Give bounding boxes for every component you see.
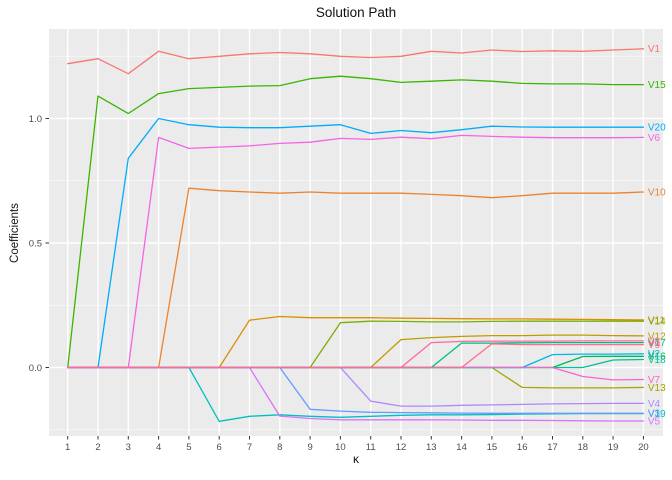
x-tick-label-9: 9 — [307, 442, 312, 453]
series-label-V20: V20 — [648, 123, 666, 134]
series-label-V3: V3 — [648, 409, 661, 420]
x-tick-label-7: 7 — [247, 442, 252, 453]
plot-panel — [49, 29, 663, 436]
y-tick-label-1.0: 1.0 — [29, 114, 42, 125]
series-label-V4: V4 — [648, 399, 661, 410]
series-label-V14: V14 — [648, 317, 666, 328]
x-tick-label-19: 19 — [608, 442, 619, 453]
series-line-V6 — [67, 134, 645, 369]
x-tick-label-2: 2 — [95, 442, 100, 453]
series-label-V17: V17 — [648, 338, 666, 349]
chart-title: Solution Path — [315, 5, 397, 20]
x-tick-label-17: 17 — [547, 442, 558, 453]
series-line-V9 — [67, 343, 645, 369]
x-tick-label-4: 4 — [156, 442, 161, 453]
x-tick-label-12: 12 — [396, 442, 407, 453]
x-tick-label-10: 10 — [335, 442, 346, 453]
series-label-V6: V6 — [648, 133, 661, 144]
series-label-V18: V18 — [648, 355, 666, 366]
x-tick-label-15: 15 — [487, 442, 498, 453]
series-label-V5: V5 — [648, 416, 661, 427]
series-label-V7: V7 — [648, 375, 661, 386]
series-line-V10 — [67, 187, 645, 369]
series-line-V15 — [67, 75, 645, 369]
x-tick-label-3: 3 — [126, 442, 131, 453]
series-label-V1: V1 — [648, 44, 661, 55]
x-tick-label-6: 6 — [217, 442, 222, 453]
series-label-V16: V16 — [648, 352, 666, 363]
series-label-V12: V12 — [648, 331, 666, 342]
x-tick-label-14: 14 — [456, 442, 467, 453]
series-line-V20 — [67, 117, 645, 369]
series-label-V11: V11 — [648, 315, 665, 326]
y-tick-label-0.5: 0.5 — [29, 238, 42, 249]
y-tick-label-0.0: 0.0 — [29, 363, 42, 374]
x-tick-label-13: 13 — [426, 442, 437, 453]
x-tick-label-18: 18 — [578, 442, 589, 453]
series-line-V1 — [67, 48, 645, 75]
series-label-V19: V19 — [648, 409, 666, 420]
x-tick-label-1: 1 — [65, 442, 70, 453]
x-tick-label-5: 5 — [186, 442, 191, 453]
x-tick-label-20: 20 — [638, 442, 649, 453]
series-label-V13: V13 — [648, 383, 666, 394]
x-tick-label-8: 8 — [277, 442, 282, 453]
series-label-V10: V10 — [648, 187, 666, 198]
x-tick-label-11: 11 — [366, 442, 376, 453]
series-label-V8: V8 — [648, 336, 661, 347]
x-tick-label-16: 16 — [517, 442, 528, 453]
series-label-V15: V15 — [648, 80, 666, 91]
series-label-V9: V9 — [648, 340, 661, 351]
series-label-V2: V2 — [648, 349, 661, 360]
x-axis-title: κ — [353, 452, 359, 466]
